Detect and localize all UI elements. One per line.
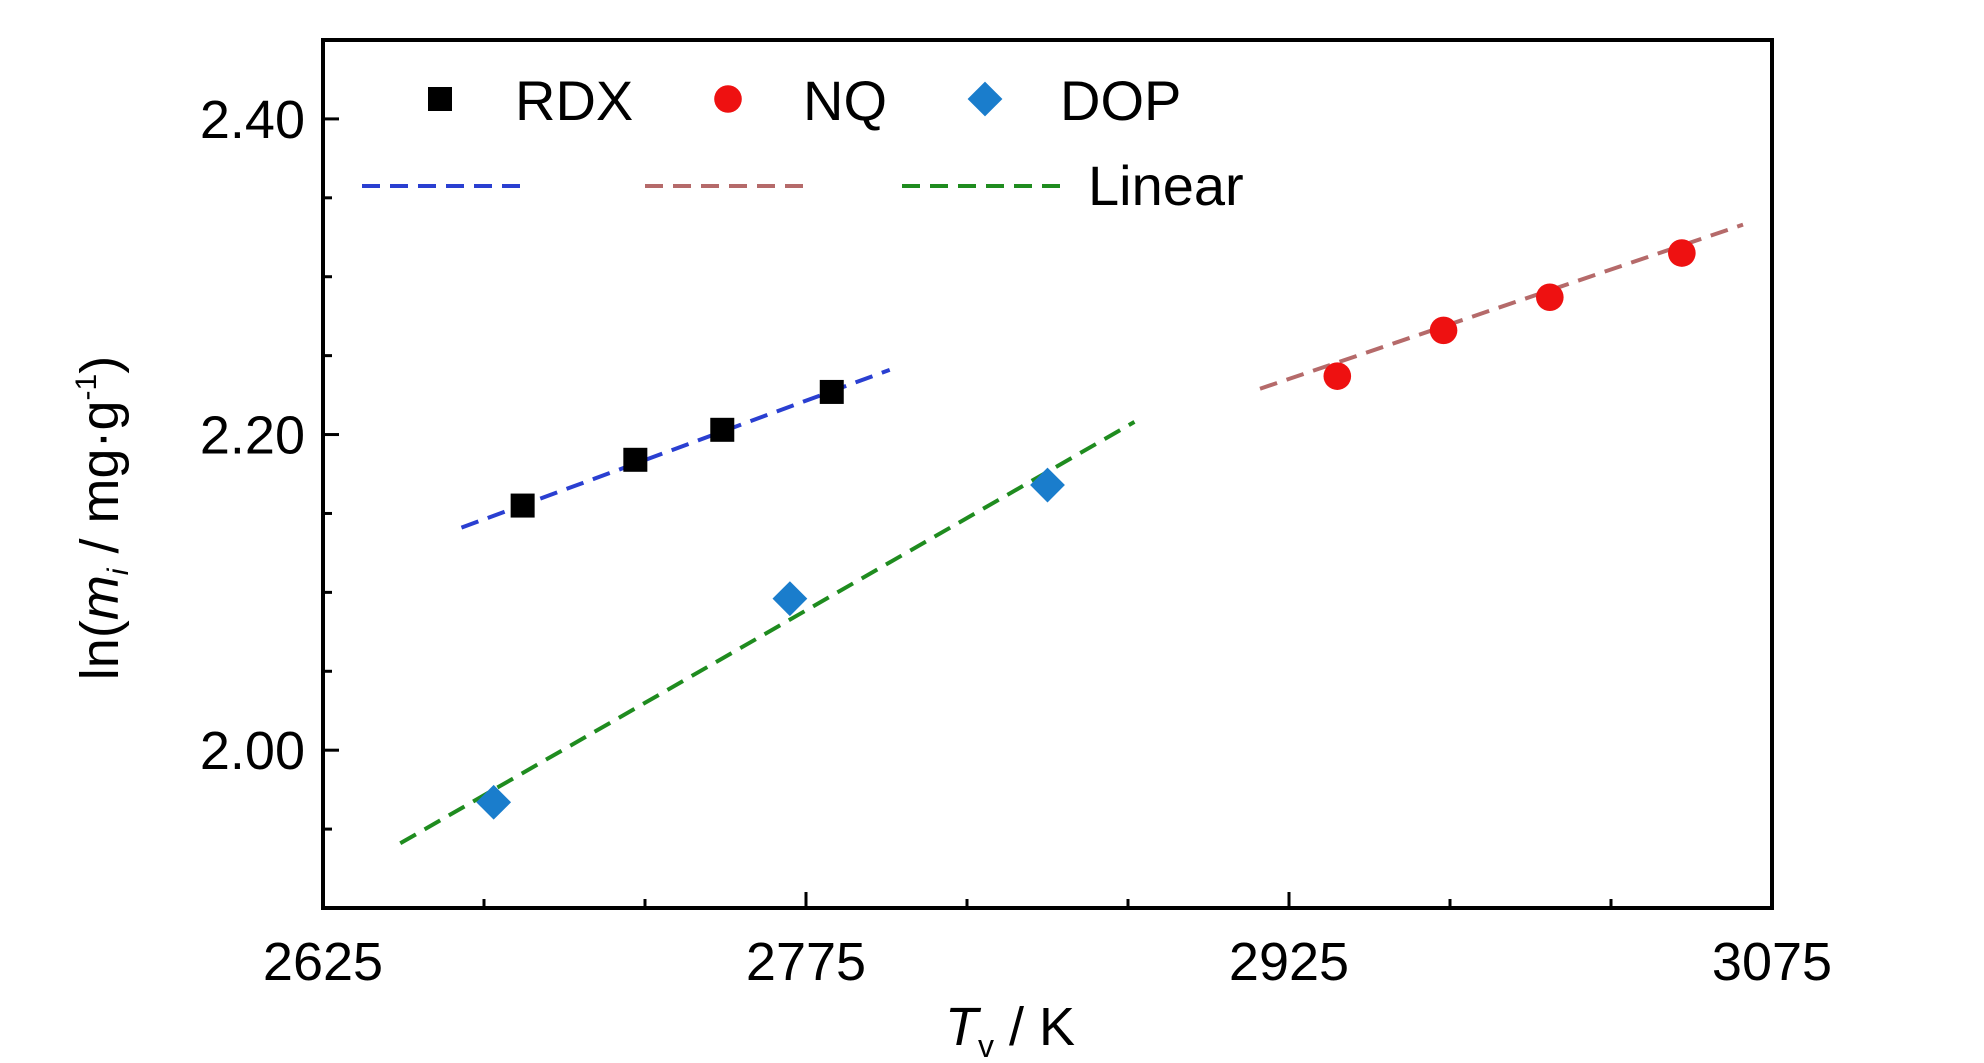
nq-point xyxy=(1323,362,1352,390)
nq-point xyxy=(1668,239,1696,267)
x-tick-label: 2925 xyxy=(1229,932,1349,992)
rdx-point xyxy=(710,417,735,442)
legend: RDX NQ DOP Linear xyxy=(362,69,1244,217)
nq-point xyxy=(1429,316,1458,345)
y-tick-label: 2.20 xyxy=(200,406,305,466)
y-axis-title-sub: i xyxy=(102,567,135,575)
data-points xyxy=(476,239,1696,820)
x-tick-label: 3075 xyxy=(1712,932,1832,992)
y-axis-title-sup: -1 xyxy=(70,374,103,401)
dop-point xyxy=(476,784,512,820)
legend-rdx-label: RDX xyxy=(515,69,633,132)
legend-dop-label: DOP xyxy=(1060,69,1181,132)
legend-linear-label: Linear xyxy=(1088,154,1244,217)
rdx-point xyxy=(510,493,535,518)
tick-labels: 2625 2775 2925 3075 2.00 2.20 2.40 xyxy=(200,90,1832,992)
x-axis-title-main: T xyxy=(945,997,982,1057)
legend-nq-label: NQ xyxy=(803,69,887,132)
y-axis-title-italic: m xyxy=(70,575,130,620)
fit-lines xyxy=(399,222,1744,846)
legend-nq-marker xyxy=(714,85,742,113)
x-axis-title-suffix: / K xyxy=(994,997,1075,1057)
rdx-point xyxy=(623,447,648,472)
y-tick-label: 2.40 xyxy=(200,90,305,150)
x-axis-title: Tv / K xyxy=(945,997,1075,1063)
x-tick-label: 2625 xyxy=(263,932,383,992)
y-axis-title-prefix: ln( xyxy=(70,620,130,680)
y-axis-title-middle: / mg·g xyxy=(70,400,130,568)
x-axis-title-sub: v xyxy=(978,1028,994,1063)
legend-rdx-marker xyxy=(428,87,452,111)
y-axis-title: ln(mi / mg·g-1) xyxy=(70,356,135,680)
dop-fit-line xyxy=(399,420,1136,846)
y-tick-label: 2.00 xyxy=(200,721,305,781)
x-tick-label: 2775 xyxy=(746,932,866,992)
y-axis-title-suffix: ) xyxy=(70,356,130,374)
legend-dop-marker xyxy=(967,81,1003,117)
rdx-fit-line xyxy=(460,367,891,530)
nq-fit-line xyxy=(1259,222,1744,391)
dop-point xyxy=(1030,467,1065,503)
dop-point xyxy=(772,581,808,617)
rdx-point xyxy=(819,379,844,404)
plot-frame xyxy=(321,38,1774,910)
nq-point xyxy=(1536,283,1564,312)
